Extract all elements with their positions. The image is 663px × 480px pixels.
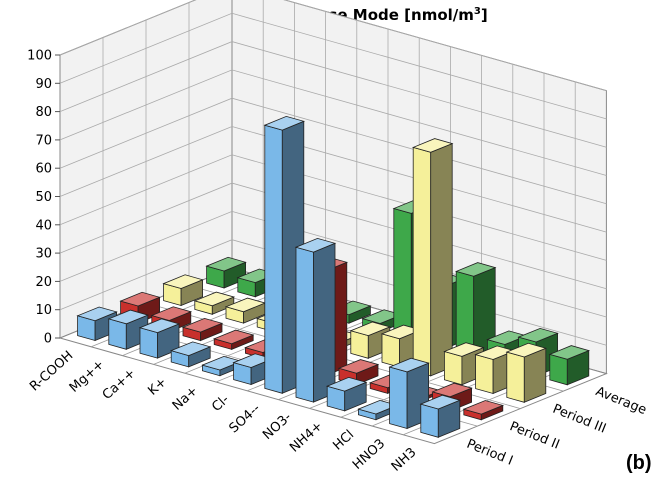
bar-front: [264, 124, 283, 394]
bar-period-iii-0: [162, 274, 204, 307]
category-label: Na+: [170, 383, 201, 413]
bar-period-iii-1: [193, 291, 236, 315]
bar-top: [205, 256, 247, 272]
bar-period-i-3: [169, 341, 212, 368]
bar-period-ii-3: [212, 329, 255, 350]
bar-period-ii-11: [462, 400, 505, 421]
category-label: NH4+: [287, 419, 326, 456]
bar-side: [430, 143, 453, 377]
y-tick-label: 30: [35, 247, 52, 262]
bar-average-11: [548, 345, 591, 386]
bar-top: [443, 342, 485, 357]
bar-period-i-11: [419, 394, 462, 438]
category-label: Ca++: [100, 366, 139, 403]
bar-top: [169, 341, 212, 357]
series-label: Period III: [550, 402, 608, 437]
bar-top: [337, 359, 380, 374]
bar-top: [517, 327, 559, 343]
category-label: HNO3: [350, 436, 388, 473]
series-label: Period I: [464, 437, 515, 469]
category-label: K+: [145, 375, 169, 399]
series-label: Period II: [507, 419, 561, 453]
bar-top: [76, 306, 118, 322]
bar-period-i-8: [325, 376, 368, 412]
category-label: NO3-: [260, 410, 295, 443]
bar-front: [393, 207, 412, 342]
bar-average-8: [454, 262, 497, 359]
bar-top: [212, 329, 255, 345]
bar-front: [420, 403, 439, 438]
y-tick-label: 50: [35, 190, 52, 205]
chart-title-superscript: 3: [473, 6, 481, 17]
bar-top: [505, 342, 548, 358]
bar-front: [412, 146, 432, 377]
bar-top: [107, 309, 150, 325]
bar-average-0: [205, 256, 247, 289]
bar-top: [325, 376, 368, 392]
panel-tag: (b): [626, 452, 652, 474]
bar-front: [443, 350, 463, 386]
bar-top: [150, 306, 193, 321]
bar-period-i-7: [294, 237, 337, 403]
bar-period-ii-2: [181, 317, 224, 342]
category-label: Cl-: [209, 392, 232, 415]
bar-front: [381, 333, 400, 368]
bar-front: [389, 366, 408, 430]
bar-top: [263, 115, 306, 131]
bar-top: [349, 321, 392, 337]
bar-top: [294, 237, 337, 253]
y-tick-label: 40: [35, 218, 52, 233]
bar-top: [138, 318, 181, 334]
bar-top: [181, 317, 224, 333]
bar-top: [119, 291, 161, 307]
bar-front: [506, 351, 525, 403]
bar-side: [523, 347, 547, 403]
bar-period-iii-8: [411, 138, 454, 377]
bar-top: [431, 382, 473, 398]
bar-period-iii-11: [505, 342, 548, 403]
y-tick-label: 90: [35, 77, 52, 92]
bar-top: [162, 274, 204, 289]
y-tick-label: 80: [35, 105, 52, 120]
bar-top: [419, 394, 462, 410]
category-label: NH3: [389, 445, 420, 475]
y-tick-label: 0: [44, 332, 52, 347]
bar-top: [193, 291, 236, 307]
category-label: SO4--: [227, 401, 264, 437]
series-label: Average: [593, 384, 648, 418]
bar-top: [388, 357, 430, 373]
y-tick-label: 60: [35, 162, 52, 177]
y-tick-label: 20: [35, 275, 52, 290]
y-tick-label: 100: [27, 49, 52, 64]
bar-front: [475, 354, 494, 395]
category-label: HCl: [330, 427, 357, 453]
y-tick-label: 10: [35, 303, 52, 318]
gridline: [59, 0, 607, 91]
bar-front: [295, 246, 314, 403]
bar-side: [313, 242, 336, 403]
bar-top: [454, 262, 497, 277]
bar-period-i-6: [263, 115, 306, 394]
bar-top: [411, 138, 454, 153]
y-tick-label: 70: [35, 133, 52, 148]
bar-top: [548, 345, 591, 360]
chart-title-close: ]: [480, 6, 488, 24]
bar-top: [462, 400, 505, 415]
